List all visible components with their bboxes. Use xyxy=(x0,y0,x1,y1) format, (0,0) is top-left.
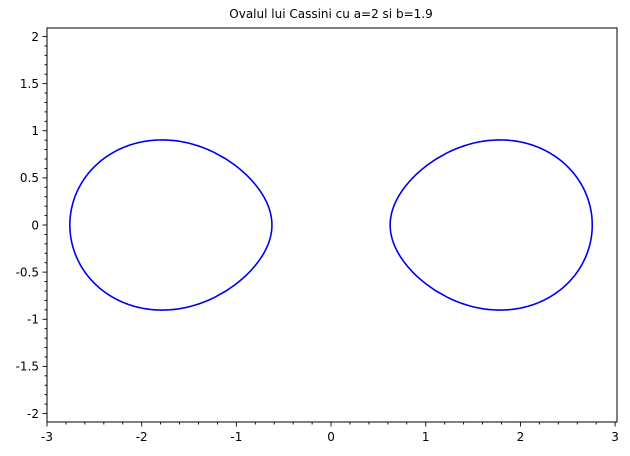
x-tick-label: 0 xyxy=(327,430,335,444)
x-tick-label: -1 xyxy=(230,430,242,444)
x-tick-label: 1 xyxy=(422,430,430,444)
right-oval-loop xyxy=(389,139,594,311)
y-tick-label: -1.5 xyxy=(16,360,39,374)
y-tick-label: 1 xyxy=(31,124,39,138)
chart-title: Ovalul lui Cassini cu a=2 si b=1.9 xyxy=(229,7,432,21)
major-ticks xyxy=(42,36,616,427)
x-tick-label: 2 xyxy=(517,430,525,444)
minor-ticks xyxy=(44,45,597,425)
y-tick-label: 0.5 xyxy=(20,171,39,185)
y-tick-label: 0 xyxy=(31,218,39,232)
left-oval-loop xyxy=(69,139,273,311)
x-tick-label: -2 xyxy=(136,430,148,444)
x-tick-label: -3 xyxy=(41,430,53,444)
y-tick-label: -1 xyxy=(27,313,39,327)
y-tick-label: -0.5 xyxy=(16,265,39,279)
curves xyxy=(69,139,594,311)
y-tick-label: -2 xyxy=(27,407,39,421)
y-tick-label: 2 xyxy=(31,30,39,44)
tick-labels: -3 -2 -1 0 1 2 321.510.50-0.5-1-1.5-2 xyxy=(16,30,619,444)
x-tick-label: 3 xyxy=(611,430,619,444)
y-tick-label: 1.5 xyxy=(20,77,39,91)
